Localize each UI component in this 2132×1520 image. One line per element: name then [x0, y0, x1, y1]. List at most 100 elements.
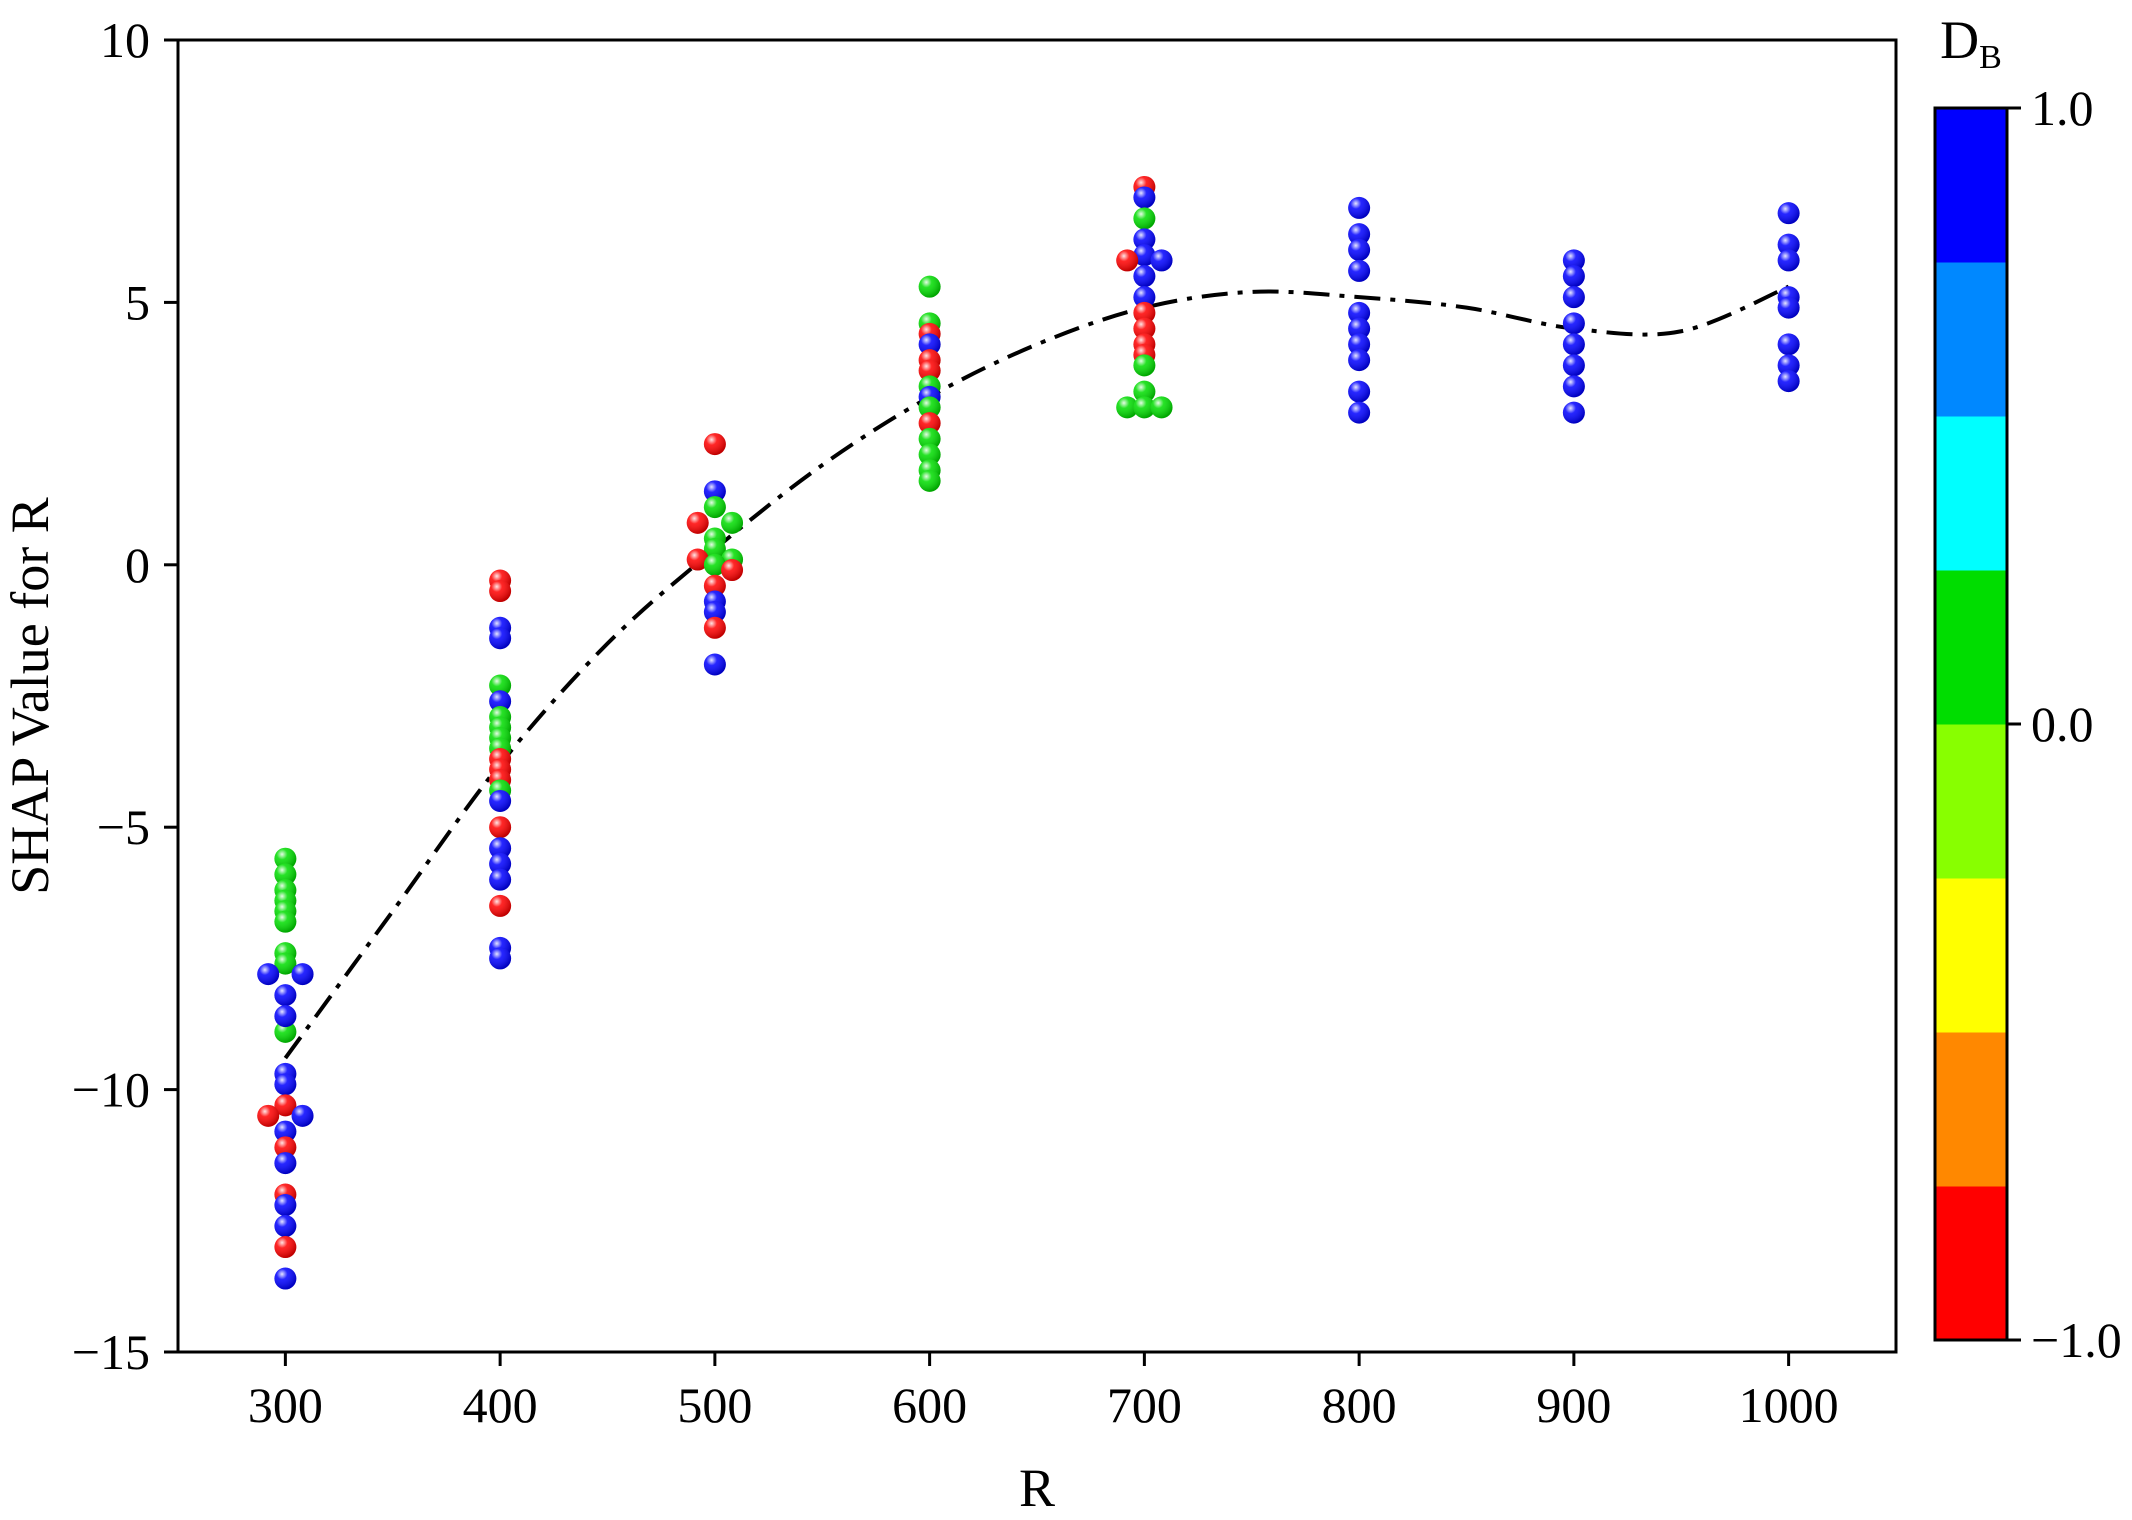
- data-point: [918, 469, 941, 492]
- data-point-highlight: [274, 910, 297, 933]
- data-point: [291, 963, 314, 986]
- data-point-highlight: [1777, 249, 1800, 272]
- data-point-highlight: [274, 1136, 297, 1159]
- data-point-highlight: [274, 1094, 297, 1117]
- data-point-highlight: [1116, 396, 1139, 419]
- data-point: [1777, 354, 1800, 377]
- data-point: [1348, 238, 1371, 261]
- data-point: [489, 868, 512, 891]
- data-point-highlight: [274, 1215, 297, 1238]
- data-point: [1133, 317, 1156, 340]
- data-point-highlight: [721, 559, 744, 582]
- data-point-highlight: [1562, 312, 1585, 335]
- data-point-highlight: [918, 359, 941, 382]
- data-point-highlight: [489, 868, 512, 891]
- data-point: [274, 1194, 297, 1217]
- data-point: [1116, 396, 1139, 419]
- data-point-highlight: [1133, 286, 1156, 309]
- data-point-highlight: [489, 947, 512, 970]
- data-point: [1348, 333, 1371, 356]
- colorbar-tick-label: 1.0: [2031, 80, 2094, 136]
- data-point-highlight: [918, 396, 941, 419]
- data-point: [291, 1104, 314, 1127]
- data-point: [1133, 265, 1156, 288]
- data-point: [1116, 249, 1139, 272]
- data-point-highlight: [1562, 401, 1585, 424]
- data-point-highlight: [1133, 380, 1156, 403]
- data-point: [489, 816, 512, 839]
- y-tick-label: −15: [72, 1324, 150, 1380]
- data-point: [1133, 186, 1156, 209]
- data-point-highlight: [1348, 238, 1371, 261]
- data-point-highlight: [703, 480, 726, 503]
- data-point-highlight: [1348, 349, 1371, 372]
- data-point: [1777, 202, 1800, 225]
- data-point-highlight: [274, 863, 297, 886]
- x-tick-label: 500: [677, 1377, 752, 1433]
- data-point-highlight: [274, 847, 297, 870]
- data-point-highlight: [703, 601, 726, 624]
- x-tick-label: 800: [1322, 1377, 1397, 1433]
- data-point: [1777, 296, 1800, 319]
- data-point: [1777, 249, 1800, 272]
- data-point-highlight: [1133, 354, 1156, 377]
- data-point: [1133, 286, 1156, 309]
- data-point: [703, 538, 726, 561]
- data-point: [1133, 244, 1156, 267]
- data-point: [918, 359, 941, 382]
- data-point-highlight: [274, 1020, 297, 1043]
- data-point-highlight: [918, 427, 941, 450]
- data-point-highlight: [686, 511, 709, 534]
- data-point-highlight: [918, 333, 941, 356]
- data-point-highlight: [1348, 259, 1371, 282]
- scatter-points-layer: [257, 175, 1800, 1290]
- data-point: [1150, 249, 1173, 272]
- data-point: [274, 1236, 297, 1259]
- data-point-highlight: [274, 1194, 297, 1217]
- data-point: [1133, 380, 1156, 403]
- data-point-highlight: [274, 1236, 297, 1259]
- colorbar-segment: [1935, 262, 2007, 417]
- data-point: [703, 574, 726, 597]
- x-tick-label: 600: [892, 1377, 967, 1433]
- data-point-highlight: [1133, 244, 1156, 267]
- data-point: [1562, 265, 1585, 288]
- colorbar-tick-label: −1.0: [2031, 1312, 2122, 1368]
- data-point: [703, 433, 726, 456]
- colorbar-segment: [1935, 416, 2007, 571]
- colorbar-segment: [1935, 1032, 2007, 1187]
- data-point: [686, 511, 709, 534]
- data-point: [489, 894, 512, 917]
- data-point-highlight: [274, 1073, 297, 1096]
- data-point-highlight: [686, 548, 709, 571]
- data-point-highlight: [1150, 396, 1173, 419]
- data-point-highlight: [489, 894, 512, 917]
- data-point: [489, 674, 512, 697]
- data-point-highlight: [274, 1267, 297, 1290]
- data-point-highlight: [1348, 380, 1371, 403]
- data-point-highlight: [1348, 317, 1371, 340]
- data-point: [274, 952, 297, 975]
- data-point: [721, 511, 744, 534]
- data-point: [274, 1120, 297, 1143]
- data-point-highlight: [489, 690, 512, 713]
- data-point: [274, 1020, 297, 1043]
- data-point-highlight: [489, 627, 512, 650]
- data-point-highlight: [918, 275, 941, 298]
- data-point: [1348, 259, 1371, 282]
- data-point-highlight: [1348, 301, 1371, 324]
- data-point: [703, 480, 726, 503]
- data-point-highlight: [1777, 202, 1800, 225]
- data-point: [918, 275, 941, 298]
- data-point-highlight: [274, 1005, 297, 1028]
- x-tick-label: 400: [463, 1377, 538, 1433]
- y-tick-label: −5: [97, 799, 150, 855]
- data-point-highlight: [1150, 249, 1173, 272]
- data-point-highlight: [1777, 296, 1800, 319]
- data-point: [274, 1215, 297, 1238]
- data-point: [918, 427, 941, 450]
- data-point: [918, 443, 941, 466]
- data-point: [1348, 317, 1371, 340]
- data-point: [274, 1152, 297, 1175]
- data-point: [686, 548, 709, 571]
